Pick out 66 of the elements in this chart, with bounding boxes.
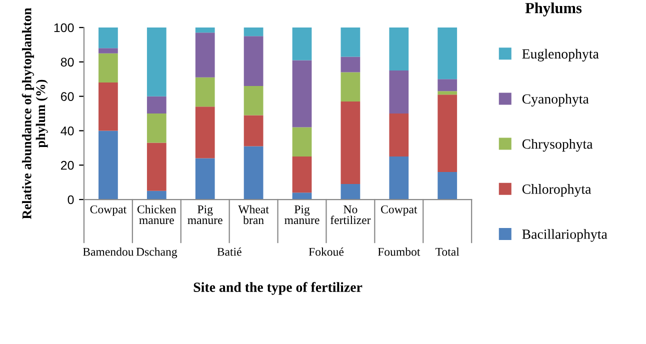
x-tick-label: Cowpat <box>381 205 418 216</box>
bar <box>146 190 166 200</box>
bar <box>340 56 360 72</box>
bar <box>340 184 360 200</box>
bar <box>292 156 312 193</box>
legend-title: Phylums <box>525 2 582 16</box>
bar <box>438 94 458 172</box>
bar <box>438 172 458 200</box>
bar <box>146 114 166 143</box>
bar <box>98 48 118 54</box>
bar <box>244 115 264 146</box>
text: Bamendou <box>82 247 134 256</box>
bar <box>438 79 458 92</box>
bar <box>98 28 118 48</box>
x-axis-title: Site and the type of fertilizer <box>194 282 362 295</box>
bar <box>389 28 409 71</box>
bar <box>389 156 409 200</box>
text: Batié <box>217 247 242 256</box>
y-tick-label: 60 <box>60 92 74 101</box>
bar <box>292 60 312 128</box>
bar <box>389 70 409 114</box>
legend-label: Bacillariophyta <box>522 229 608 242</box>
bar <box>438 91 458 95</box>
y-tick-label: 0 <box>68 195 74 204</box>
bar <box>146 142 166 191</box>
bar <box>244 146 264 200</box>
bar <box>244 28 264 36</box>
bar <box>292 127 312 157</box>
x-tick-label: Chicken manure <box>137 205 176 224</box>
bar <box>98 130 118 200</box>
y-axis-title: Relative abundance of phytoplankton phylum (%) <box>22 8 48 220</box>
bar <box>292 28 312 60</box>
y-tick-label: 20 <box>60 160 74 170</box>
bar <box>292 192 312 200</box>
bar <box>195 77 215 107</box>
bar <box>195 32 215 78</box>
bar <box>195 158 215 200</box>
text: Total <box>436 247 460 256</box>
y-tick-label: 100 <box>54 23 74 32</box>
bar <box>98 53 118 83</box>
bar <box>195 28 215 33</box>
bar <box>340 28 360 57</box>
y-tick-label: 80 <box>60 58 74 67</box>
text: Fokoué <box>308 247 344 256</box>
bar <box>195 106 215 158</box>
bar <box>340 101 360 184</box>
x-tick-label: Wheat bran <box>238 205 269 224</box>
bar <box>146 96 166 114</box>
text: Foumbot <box>378 247 420 256</box>
bar <box>98 82 118 131</box>
bar <box>244 36 264 86</box>
x-tick-label: Cowpat <box>90 205 126 216</box>
legend-label: Euglenophyta <box>522 48 599 62</box>
text: Dschang <box>136 247 178 258</box>
y-tick-label: 40 <box>60 126 74 136</box>
legend-label: Cyanophyta <box>522 94 589 107</box>
x-tick-label: Pig manure <box>284 205 320 224</box>
bar <box>438 28 458 80</box>
bar <box>389 114 409 157</box>
bar <box>340 72 360 102</box>
x-tick-label: Pig manure <box>188 205 222 224</box>
legend-label: Chrysophyta <box>522 138 593 152</box>
bar <box>244 86 264 116</box>
bar <box>146 28 166 96</box>
legend-label: Chlorophyta <box>522 184 592 197</box>
x-tick-label: No fertilizer <box>330 206 371 224</box>
